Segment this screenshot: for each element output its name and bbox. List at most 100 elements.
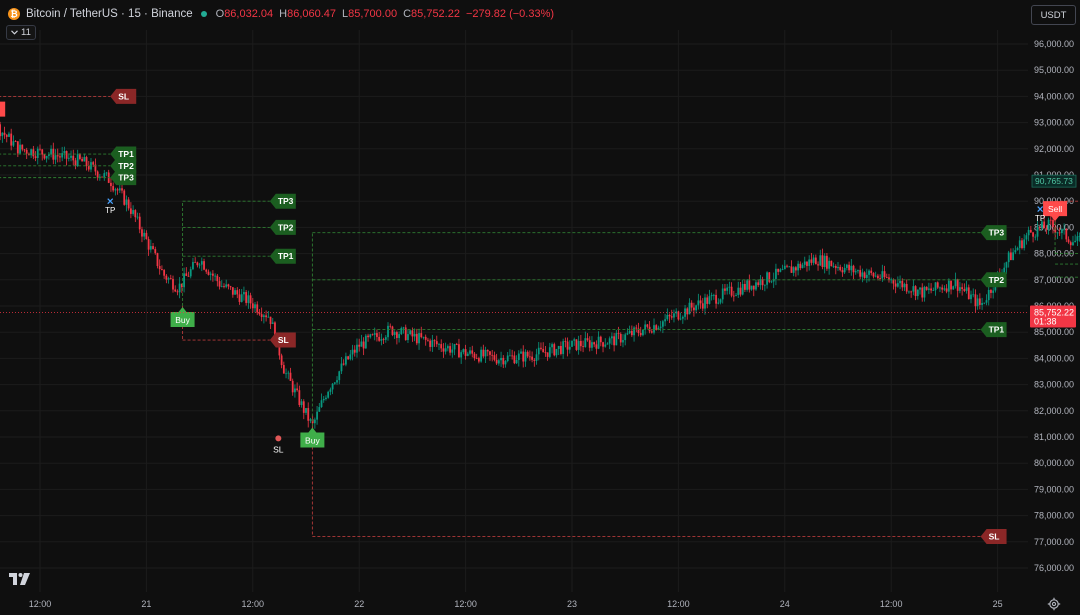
candle-body bbox=[834, 266, 837, 269]
candle-body bbox=[799, 263, 802, 269]
candle-body bbox=[837, 266, 839, 269]
time-axis-tick-label: 21 bbox=[141, 599, 151, 609]
candle-body bbox=[280, 355, 283, 366]
candle-body bbox=[903, 283, 906, 288]
candle-body bbox=[730, 286, 733, 296]
take-profit-tag-label: TP2 bbox=[118, 161, 134, 171]
signal-overlays: SL TP1 TP2 TP3 Sell SL TP1 TP2 TP3 Buy SL TP1 TP2 TP3… bbox=[0, 88, 1080, 545]
candle-body bbox=[238, 294, 241, 302]
candle-body bbox=[415, 333, 418, 344]
candle-body bbox=[890, 279, 893, 281]
candle-body bbox=[274, 322, 276, 342]
ohlc-open: O 86,032.04 bbox=[215, 8, 274, 20]
candle-body bbox=[313, 419, 316, 424]
candle-body bbox=[285, 373, 287, 375]
candle-body bbox=[402, 327, 405, 329]
candle-body bbox=[282, 365, 285, 374]
candle-body bbox=[1014, 250, 1017, 253]
candle-body bbox=[45, 155, 48, 159]
candle-body bbox=[491, 354, 494, 356]
candle-body bbox=[630, 330, 633, 336]
candle-body bbox=[715, 294, 717, 304]
candle-body bbox=[125, 199, 128, 205]
candle-body bbox=[801, 264, 804, 269]
candle-body bbox=[706, 297, 709, 304]
candle-body bbox=[34, 156, 37, 159]
candle-body bbox=[943, 288, 946, 290]
candle-body bbox=[1005, 262, 1008, 268]
symbol-title[interactable]: Bitcoin / TetherUS · 15 · Binance bbox=[26, 8, 193, 20]
gear-icon[interactable] bbox=[1047, 597, 1061, 611]
candle-body bbox=[320, 400, 323, 408]
candle-body bbox=[826, 255, 828, 269]
candle-body bbox=[1007, 252, 1010, 263]
candle-body bbox=[407, 334, 409, 341]
candle-body bbox=[478, 358, 480, 362]
candle-body bbox=[192, 261, 194, 270]
current-price-tag-value: 85,752.22 bbox=[1034, 307, 1074, 317]
candle-body bbox=[351, 349, 354, 355]
candle-body bbox=[305, 408, 307, 413]
candle-body bbox=[655, 325, 658, 330]
candle-body bbox=[362, 341, 365, 349]
candle-body bbox=[271, 322, 274, 324]
candle-body bbox=[340, 363, 343, 372]
candle-body bbox=[30, 149, 33, 156]
take-profit-tag-label: TP3 bbox=[278, 196, 294, 206]
time-axis: 12:002112:002212:002312:002412:002512:00… bbox=[29, 599, 1003, 609]
candle-body bbox=[1069, 242, 1072, 246]
price-axis-tick-label: 80,000.00 bbox=[1034, 458, 1074, 468]
candle-body bbox=[429, 340, 432, 347]
candle-body bbox=[806, 261, 808, 266]
candle-body bbox=[349, 354, 352, 360]
candle-body bbox=[644, 324, 647, 330]
candle-body bbox=[223, 286, 225, 287]
bitcoin-coin-icon: ₿ bbox=[8, 8, 20, 20]
candle-body bbox=[358, 344, 361, 347]
candle-body bbox=[775, 268, 777, 279]
take-profit-tag-shape bbox=[980, 225, 1007, 241]
candle-body bbox=[1074, 240, 1077, 243]
candle-body bbox=[298, 390, 301, 406]
candle-body bbox=[489, 351, 491, 355]
candle-body bbox=[579, 340, 582, 347]
candle-body bbox=[411, 330, 414, 337]
stop-loss-tag-shape bbox=[980, 529, 1007, 545]
candle-body bbox=[216, 275, 219, 282]
candle-body bbox=[101, 176, 103, 178]
candle-body bbox=[218, 281, 221, 287]
candle-body bbox=[755, 282, 757, 290]
sell-signal-label: Sell bbox=[1043, 201, 1068, 222]
current-price-tag-bg bbox=[1030, 305, 1076, 328]
candle-body bbox=[728, 286, 731, 288]
take-profit-tag: TP3 bbox=[110, 170, 137, 186]
candle-body bbox=[526, 351, 529, 357]
candle-body bbox=[648, 326, 651, 332]
candle-body bbox=[149, 246, 152, 250]
candle-body bbox=[254, 304, 256, 309]
candle-body bbox=[161, 269, 163, 271]
candle-body bbox=[972, 294, 975, 296]
candle-body bbox=[872, 273, 875, 277]
candle-body bbox=[653, 325, 655, 333]
candle-body bbox=[189, 269, 192, 277]
currency-button[interactable]: USDT bbox=[1031, 5, 1076, 25]
candle-body bbox=[183, 273, 185, 288]
candle-body bbox=[817, 264, 819, 266]
candle-body bbox=[978, 298, 981, 305]
candle-body bbox=[123, 190, 126, 205]
candle-body bbox=[599, 336, 602, 343]
indicators-toggle-button[interactable]: 11 bbox=[6, 25, 36, 40]
candle-body bbox=[225, 284, 228, 287]
tradingview-logo-icon[interactable] bbox=[9, 573, 31, 585]
candle-body bbox=[289, 372, 292, 381]
candle-body bbox=[963, 289, 966, 291]
time-axis-tick-label: 22 bbox=[354, 599, 364, 609]
candle-body bbox=[602, 342, 604, 347]
candle-body bbox=[1052, 219, 1054, 227]
candle-body bbox=[1063, 228, 1065, 230]
candle-body bbox=[132, 210, 134, 214]
time-axis-tick-label: 25 bbox=[993, 599, 1003, 609]
buy-signal-label: Buy bbox=[300, 427, 325, 448]
